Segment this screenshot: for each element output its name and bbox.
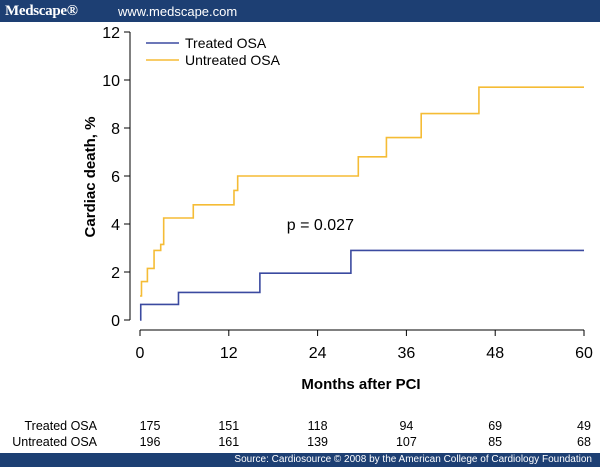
y-tick-label: 2 (111, 265, 120, 282)
y-tick-label: 8 (111, 121, 120, 138)
risk-cell: 175 (140, 419, 161, 433)
footer-bar: Source: Cardiosource © 2008 by the Ameri… (0, 453, 600, 467)
risk-cell: 94 (399, 419, 413, 433)
risk-cell: 107 (396, 435, 417, 449)
series-lines (139, 86, 584, 321)
risk-cell: 196 (140, 435, 161, 449)
x-axis-ticks: 0 12 24 36 48 60 (136, 330, 593, 362)
y-tick-label: 4 (111, 217, 120, 234)
risk-cell: 85 (488, 435, 502, 449)
risk-cell: 151 (218, 419, 239, 433)
y-axis-ticks: 0 2 4 6 8 10 12 (102, 25, 130, 330)
p-value-annotation: p = 0.027 (287, 217, 354, 234)
y-tick-label: 12 (102, 25, 120, 42)
risk-cell: 139 (307, 435, 328, 449)
x-tick-label: 48 (486, 345, 504, 362)
risk-cell: 118 (308, 419, 328, 433)
chart-axes (129, 32, 584, 331)
legend-label: Untreated OSA (185, 52, 281, 68)
x-tick-label: 24 (309, 345, 327, 362)
risk-cell: 68 (577, 435, 591, 449)
site-url: www.medscape.com (118, 4, 238, 19)
risk-cell: 69 (488, 419, 502, 433)
y-tick-label: 0 (111, 313, 120, 330)
series-line-treated-osa (139, 249, 584, 321)
y-tick-label: 10 (102, 73, 120, 90)
risk-row-label: Treated OSA (25, 419, 98, 433)
risk-cell: 49 (577, 419, 591, 433)
numbers-at-risk-table: Treated OSA 175 151 118 94 69 49 Untreated OSA 1… (12, 419, 591, 449)
x-tick-label: 12 (220, 345, 238, 362)
x-axis-title: Months after PCI (301, 376, 420, 393)
series-line-untreated-osa (140, 86, 584, 297)
medscape-logo: Medscape® (5, 3, 78, 19)
source-credit: Source: Cardiosource © 2008 by the Ameri… (234, 454, 592, 465)
header-bar: Medscape® www.medscape.com (0, 0, 600, 22)
legend-label: Treated OSA (185, 35, 267, 51)
x-tick-label: 60 (575, 345, 593, 362)
y-axis-title: Cardiac death, % (82, 117, 99, 238)
y-tick-label: 6 (111, 169, 120, 186)
x-tick-label: 0 (136, 345, 145, 362)
risk-cell: 161 (218, 435, 239, 449)
risk-row-label: Untreated OSA (12, 435, 97, 449)
x-tick-label: 36 (398, 345, 416, 362)
